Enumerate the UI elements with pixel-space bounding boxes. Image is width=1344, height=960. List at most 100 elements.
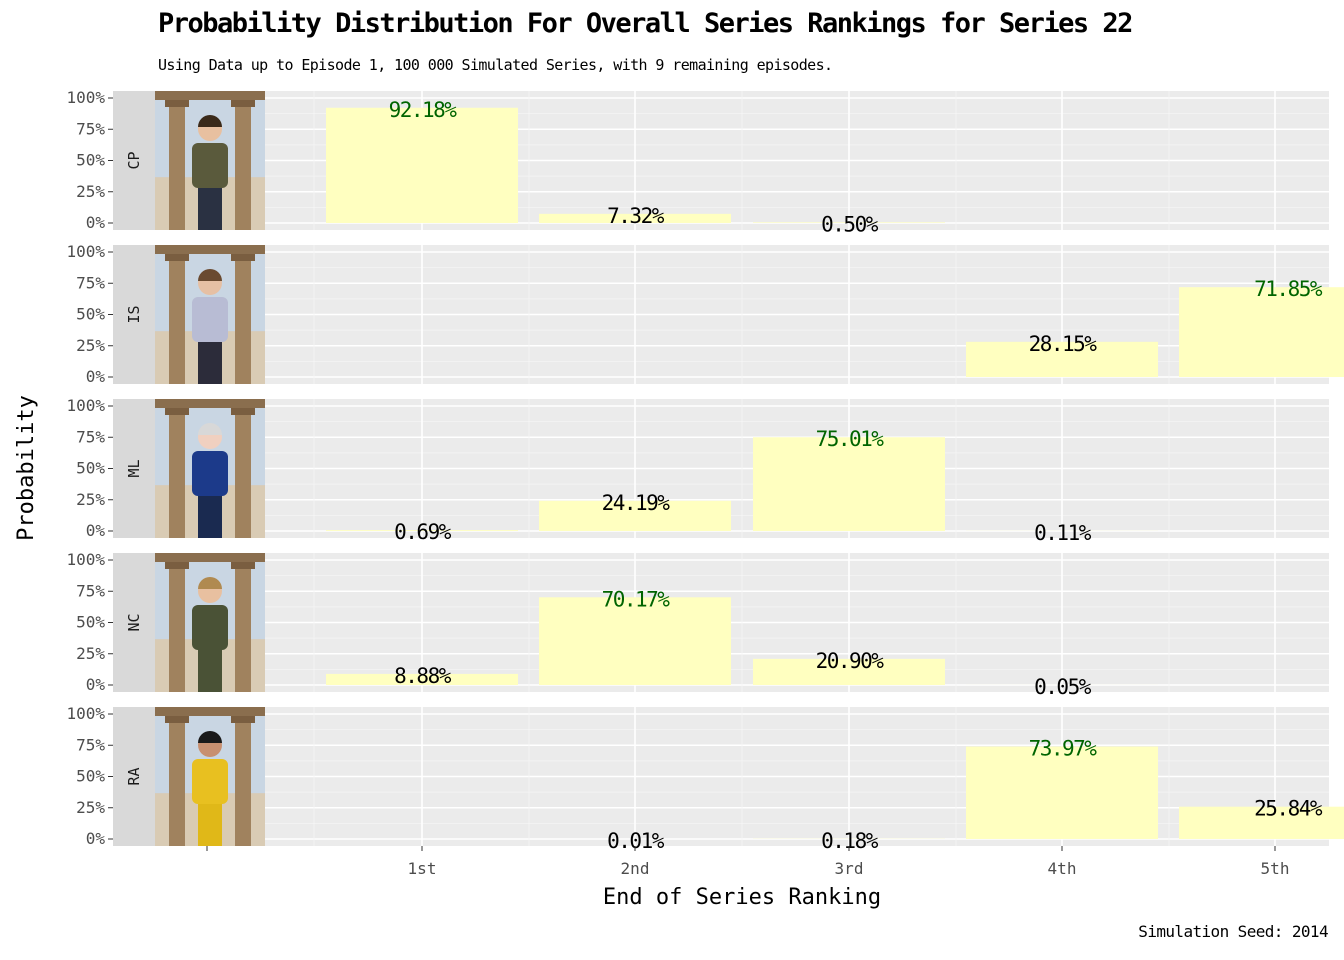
y-tick-label: 75%	[76, 273, 105, 292]
photo-column-left	[169, 259, 185, 384]
bar-3rd	[753, 222, 945, 223]
contestant-photo	[155, 707, 265, 846]
y-tick-label: 100%	[66, 396, 105, 415]
bar-5th	[1179, 287, 1344, 377]
bar-2nd	[539, 213, 731, 223]
y-tick-label: 100%	[66, 242, 105, 261]
facet-strip	[113, 399, 155, 538]
photo-frieze	[155, 245, 265, 254]
bar-2nd	[539, 500, 731, 531]
y-tick-label: 0%	[86, 367, 106, 386]
data-label: 28.15%	[1029, 332, 1098, 356]
photo-capital-left	[165, 562, 189, 569]
y-tick-label: 0%	[86, 213, 106, 232]
photo-person-hair	[198, 423, 222, 435]
photo-column-right	[235, 567, 251, 692]
y-tick-label: 50%	[76, 459, 105, 478]
photo-column-left	[169, 721, 185, 846]
y-tick-label: 50%	[76, 767, 105, 786]
data-label: 24.19%	[602, 491, 671, 515]
photo-capital-left	[165, 100, 189, 107]
bar-2nd	[539, 597, 731, 685]
contestant-photo	[155, 399, 265, 538]
data-label: 71.85%	[1254, 277, 1323, 301]
data-label: 73.97%	[1029, 737, 1098, 761]
x-tick-label: 1st	[408, 859, 437, 878]
photo-person-legs	[198, 337, 222, 384]
facet-strip	[113, 707, 155, 846]
data-label: 0.05%	[1034, 675, 1092, 699]
y-tick-label: 25%	[76, 644, 105, 663]
facet-strip-label: CP	[125, 151, 143, 169]
y-tick-label: 0%	[86, 675, 106, 694]
bar-4th	[966, 341, 1158, 377]
x-axis-title: End of Series Ranking	[603, 885, 881, 910]
photo-column-right	[235, 259, 251, 384]
facet-strip-label: IS	[125, 305, 143, 323]
y-axis-title: Probability	[14, 395, 39, 541]
y-tick-label: 75%	[76, 427, 105, 446]
y-tick-label: 75%	[76, 119, 105, 138]
data-label: 0.18%	[821, 829, 879, 853]
y-tick-label: 25%	[76, 490, 105, 509]
y-tick-label: 25%	[76, 182, 105, 201]
facet-ra: RA 0% 25% 50% 75% 100% 0.01% 0.18% 73.97% 25.84%	[66, 704, 1344, 853]
data-label: 0.01%	[607, 829, 665, 853]
y-tick-label: 75%	[76, 581, 105, 600]
bar-5th	[1179, 806, 1344, 839]
y-tick-label: 50%	[76, 613, 105, 632]
bar-1st	[326, 673, 518, 685]
x-tick-label: 5th	[1261, 859, 1290, 878]
photo-column-left	[169, 567, 185, 692]
photo-capital-right	[231, 716, 255, 723]
data-label: 8.88%	[394, 664, 452, 688]
photo-column-right	[235, 105, 251, 230]
bar-3rd	[753, 658, 945, 685]
facet-ml: ML 0% 25% 50% 75% 100% 0.69% 24.19% 75.01% 0.11%	[66, 396, 1329, 545]
chart-subtitle: Using Data up to Episode 1, 100 000 Simu…	[158, 56, 833, 74]
data-label: 7.32%	[607, 204, 665, 228]
y-tick-label: 0%	[86, 829, 106, 848]
photo-capital-left	[165, 716, 189, 723]
photo-person-legs	[198, 491, 222, 538]
facet-strip-label: ML	[125, 459, 143, 477]
bar-3rd	[753, 437, 945, 531]
photo-frieze	[155, 399, 265, 408]
data-label: 0.50%	[821, 212, 879, 236]
y-tick-label: 100%	[66, 550, 105, 569]
data-label: 0.69%	[394, 520, 452, 544]
photo-person-legs	[198, 799, 222, 846]
y-tick-label: 75%	[76, 735, 105, 754]
photo-person-hair	[198, 115, 222, 127]
photo-person-hair	[198, 577, 222, 589]
facet-strip	[113, 245, 155, 384]
facet-is: IS 0% 25% 50% 75% 100% 28.15% 71.85%	[66, 242, 1344, 386]
contestant-photo	[155, 245, 265, 384]
photo-person-torso	[192, 451, 228, 496]
photo-frieze	[155, 707, 265, 716]
x-tick-label: 2nd	[621, 859, 650, 878]
data-label: 20.90%	[816, 649, 885, 673]
contestant-photo	[155, 553, 265, 692]
bar-4th	[966, 746, 1158, 839]
photo-frieze	[155, 553, 265, 562]
photo-capital-left	[165, 408, 189, 415]
photo-person-torso	[192, 605, 228, 650]
facet-strip	[113, 91, 155, 230]
contestant-photo	[155, 91, 265, 230]
photo-frieze	[155, 91, 265, 100]
bar-1st	[326, 530, 518, 531]
x-tick-label: 4th	[1048, 859, 1077, 878]
facet-strip-label: RA	[125, 767, 143, 785]
photo-person-torso	[192, 143, 228, 188]
y-tick-label: 100%	[66, 88, 105, 107]
caption: Simulation Seed: 2014	[1138, 922, 1328, 941]
photo-person-hair	[198, 731, 222, 743]
data-label: 70.17%	[602, 587, 671, 611]
y-tick-label: 50%	[76, 305, 105, 324]
photo-column-right	[235, 413, 251, 538]
facet-cp: CP 0% 25% 50% 75% 100% 92.18% 7.32% 0.50%	[66, 88, 1329, 236]
photo-column-left	[169, 413, 185, 538]
data-label: 92.18%	[389, 98, 458, 122]
